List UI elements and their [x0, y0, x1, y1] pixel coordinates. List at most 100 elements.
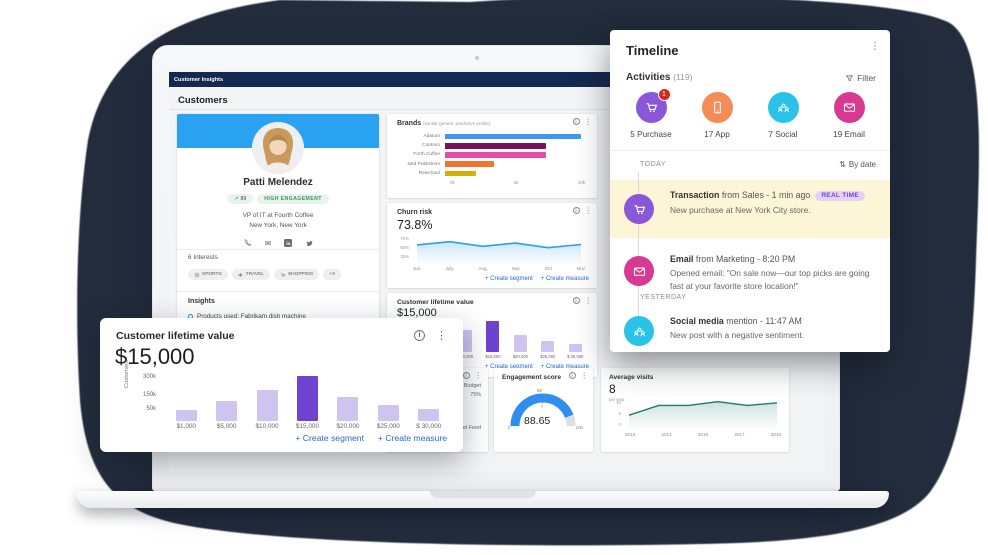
create-segment-link[interactable]: + Create segment [484, 276, 533, 282]
activity-type[interactable]: 1 5 Purchase [618, 88, 684, 139]
brands-card: Brands (similar generic predictive profi… [387, 114, 597, 198]
profile-badges: ↗ 89 HIGH ENGAGEMENT [177, 194, 379, 204]
churn-x-tick: Jun [413, 266, 421, 271]
churn-ytick: 50% [400, 245, 409, 250]
engagement-badge: HIGH ENGAGEMENT [257, 194, 329, 204]
info-icon[interactable]: i [572, 207, 580, 214]
create-segment-link[interactable]: + Create segment [295, 433, 364, 443]
customer-role: VP of IT at Fourth Coffee [242, 212, 314, 219]
clv-overlay-chart: $1,000 $5,000 $10,000 $15,000 $20,000 $25,000… [166, 370, 449, 430]
twitter-icon[interactable] [305, 234, 314, 252]
clv-title: Customer lifetime value [397, 299, 474, 306]
kebab-menu-icon[interactable]: ⋮ [584, 117, 593, 126]
brands-title: Brands (similar generic predictive profi… [397, 120, 491, 127]
clv-bar: $25,000 [534, 340, 561, 359]
activity-type[interactable]: 17 App [684, 92, 750, 139]
kebab-menu-icon[interactable]: ⋮ [580, 371, 589, 380]
info-icon[interactable]: i [462, 372, 470, 379]
timeline-card: Timeline ⋮ Activities (119) Filter 1 5 Pu… [610, 30, 890, 352]
contact-icons: ✉ in [177, 234, 379, 252]
churn-title: Churn risk [397, 209, 433, 216]
kebab-menu-icon[interactable]: ⋮ [474, 371, 483, 380]
info-icon[interactable]: i [414, 330, 425, 341]
clv-bar: $5,000 [206, 400, 246, 430]
engagement-score-card: Engagement score i ⋮ 50 0 100 88.65 [494, 368, 593, 452]
activity-type[interactable]: 7 Social [750, 92, 816, 139]
churn-x-tick: Nov [576, 266, 585, 271]
avatar [252, 122, 304, 174]
clv-bar: $10,000 [247, 389, 287, 430]
people-icon [624, 316, 654, 346]
create-segment-link[interactable]: + Create segment [484, 364, 533, 370]
info-icon[interactable]: i [572, 118, 580, 125]
churn-x-labels: Jun July Aug Sep Oct Nov [413, 266, 585, 271]
timeline-item-transaction[interactable]: Transaction from Sales - 1 min ago REAL T… [610, 180, 890, 238]
brands-bar-row: Adatum [397, 132, 585, 141]
laptop-notch [430, 491, 536, 498]
app-title: Customer Insights [174, 76, 224, 83]
churn-value: 73.8% [397, 218, 433, 232]
phone-icon[interactable] [243, 234, 252, 252]
activity-type-label: 7 Social [768, 130, 798, 139]
brands-bar-row: Relecloud [397, 169, 585, 178]
gauge-min-label: 0 [508, 425, 511, 430]
kebab-menu-icon[interactable]: ⋮ [584, 296, 593, 305]
visits-ytick: 0 [618, 422, 621, 427]
create-measure-link[interactable]: + Create measure [540, 276, 589, 282]
visits-x-labels: 2013 2014 2016 2017 2018 [625, 432, 781, 437]
kebab-menu-icon[interactable]: ⋮ [436, 330, 447, 342]
sort-by-date-button[interactable]: ⇅ By date [839, 160, 876, 169]
cart-icon [624, 194, 654, 224]
visits-ytick: 10 [616, 400, 621, 405]
churn-x-tick: Sep [511, 266, 520, 271]
engagement-gauge [510, 393, 576, 427]
timeline-connector [638, 172, 639, 330]
churn-x-tick: Oct [544, 266, 552, 271]
gauge-mid-label: 50 [537, 388, 543, 393]
timeline-item-social[interactable]: Social media mention - 11:47 AM New post… [610, 306, 890, 352]
visits-ytick: 5 [618, 411, 621, 416]
avatar-illustration [252, 122, 304, 174]
clv-overlay-card: Customer lifetime value i ⋮ $15,000 Cust… [100, 318, 463, 452]
kebab-menu-icon[interactable]: ⋮ [870, 41, 880, 52]
brands-axis: 0k 5k 10k [450, 180, 585, 185]
kebab-menu-icon[interactable]: ⋮ [584, 206, 593, 215]
interest-pill[interactable]: TRAVEL [231, 269, 270, 280]
visits-x-tick: 2014 [661, 432, 672, 437]
visits-title: Average visits [609, 374, 654, 381]
visits-x-tick: 2016 [697, 432, 709, 437]
info-icon[interactable]: i [572, 297, 580, 304]
filter-button[interactable]: Filter [845, 73, 876, 83]
activity-type[interactable]: 19 Email [816, 92, 882, 139]
interest-pill[interactable]: SHOPPING [273, 269, 320, 280]
cart-icon: 1 [635, 88, 671, 123]
trend-up-icon: ↗ [234, 196, 239, 202]
linkedin-icon[interactable]: in [284, 239, 293, 247]
timeline-item-email[interactable]: Email from Marketing - 8:20 PM Opened em… [610, 244, 890, 304]
hidden-card-text: eet Feed [459, 425, 481, 431]
churn-x-tick: July [445, 266, 454, 271]
activity-type-summary: 1 5 Purchase 17 App 7 Social 19 Email [618, 88, 882, 139]
divider [177, 249, 379, 250]
interest-pill[interactable]: SPORTS [188, 269, 228, 280]
create-measure-link[interactable]: + Create measure [540, 364, 589, 370]
brands-chart: Adatum Contoso Forth Coffee Ned Publishers R… [397, 132, 585, 178]
email-icon[interactable]: ✉ [264, 238, 272, 248]
activity-type-label: 5 Purchase [630, 130, 672, 139]
activity-type-label: 17 App [704, 130, 730, 139]
clv-bar: $15,000 [287, 376, 327, 430]
timeline-title: Timeline [626, 43, 679, 58]
envelope-icon [833, 92, 865, 123]
churn-line-chart [416, 240, 582, 265]
visits-x-tick: 2013 [625, 432, 636, 437]
brands-bar-row: Contoso [397, 141, 585, 150]
interest-pill[interactable]: +3 [323, 269, 341, 280]
today-label: TODAY [640, 161, 666, 168]
churn-risk-card: Churn risk i ⋮ 73.8% 75% 50% 25% Jun July A… [387, 203, 597, 288]
people-icon [767, 92, 799, 123]
info-icon[interactable]: i [568, 372, 576, 379]
clv-bar: $1,000 [166, 409, 206, 430]
hidden-card-text: 75% [470, 392, 481, 398]
funnel-icon [845, 75, 854, 81]
create-measure-link[interactable]: + Create measure [377, 433, 447, 443]
